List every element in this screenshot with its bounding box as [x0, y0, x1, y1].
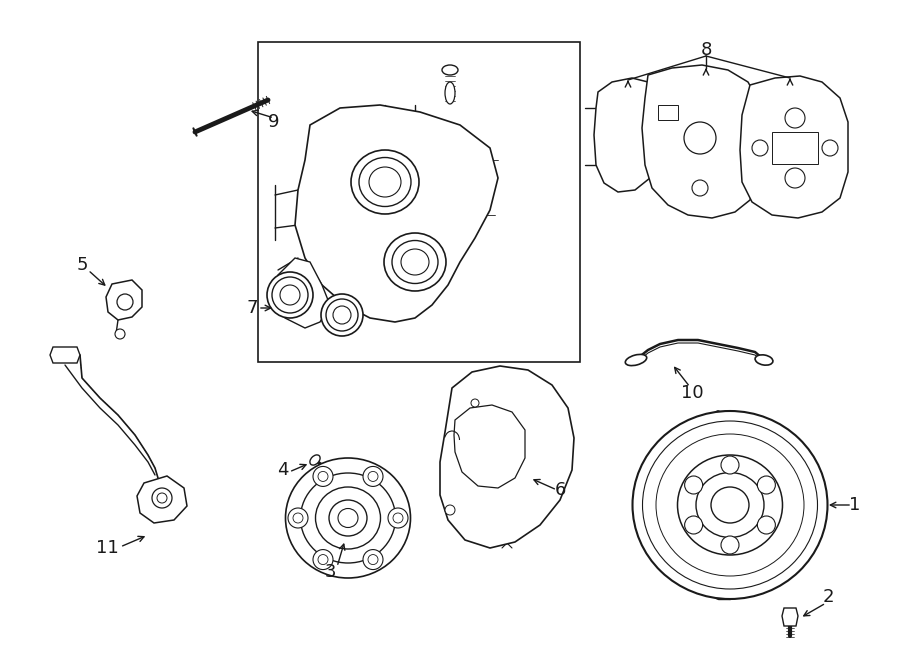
Circle shape [393, 513, 403, 523]
Ellipse shape [696, 473, 764, 537]
Circle shape [445, 505, 455, 515]
Text: 5: 5 [76, 256, 88, 274]
Polygon shape [594, 78, 660, 192]
Ellipse shape [369, 167, 401, 197]
Text: 2: 2 [823, 588, 833, 606]
Polygon shape [137, 476, 187, 523]
Ellipse shape [359, 157, 411, 206]
Circle shape [785, 108, 805, 128]
Ellipse shape [316, 487, 381, 549]
Polygon shape [106, 280, 142, 320]
Circle shape [115, 329, 125, 339]
Circle shape [721, 536, 739, 554]
Ellipse shape [442, 65, 458, 75]
Ellipse shape [272, 277, 308, 313]
Circle shape [313, 467, 333, 486]
Ellipse shape [678, 455, 782, 555]
Circle shape [288, 508, 308, 528]
Circle shape [293, 513, 303, 523]
Text: 6: 6 [554, 481, 566, 499]
Bar [258, 42, 580, 362]
Circle shape [758, 516, 776, 534]
Ellipse shape [267, 272, 313, 318]
Text: 8: 8 [700, 41, 712, 59]
Ellipse shape [326, 299, 358, 331]
Circle shape [363, 549, 383, 570]
Ellipse shape [711, 487, 749, 523]
Bar [658, 105, 678, 120]
Text: 11: 11 [95, 539, 119, 557]
Ellipse shape [392, 241, 438, 284]
Circle shape [157, 493, 167, 503]
Ellipse shape [445, 82, 455, 104]
Circle shape [363, 467, 383, 486]
Ellipse shape [384, 233, 446, 291]
Circle shape [758, 476, 776, 494]
Circle shape [471, 399, 479, 407]
Circle shape [692, 180, 708, 196]
Ellipse shape [310, 455, 320, 465]
Polygon shape [295, 105, 498, 322]
Ellipse shape [333, 306, 351, 324]
Ellipse shape [285, 458, 410, 578]
Ellipse shape [280, 285, 300, 305]
Ellipse shape [401, 249, 429, 275]
Polygon shape [642, 65, 760, 218]
Circle shape [368, 471, 378, 481]
Circle shape [152, 488, 172, 508]
Circle shape [685, 476, 703, 494]
Circle shape [752, 140, 768, 156]
Circle shape [785, 168, 805, 188]
Circle shape [822, 140, 838, 156]
Polygon shape [454, 405, 525, 488]
Ellipse shape [338, 508, 358, 527]
Circle shape [117, 294, 133, 310]
Text: 10: 10 [680, 384, 703, 402]
Circle shape [313, 549, 333, 570]
Circle shape [318, 471, 328, 481]
Polygon shape [782, 608, 798, 626]
Text: 3: 3 [324, 563, 336, 581]
Text: 4: 4 [277, 461, 289, 479]
Ellipse shape [351, 150, 419, 214]
Circle shape [388, 508, 408, 528]
Ellipse shape [643, 421, 817, 589]
Polygon shape [50, 347, 80, 363]
Text: 9: 9 [268, 113, 280, 131]
Ellipse shape [321, 294, 363, 336]
Polygon shape [740, 76, 848, 218]
Circle shape [785, 138, 805, 158]
Text: 1: 1 [850, 496, 860, 514]
Circle shape [684, 122, 716, 154]
Ellipse shape [633, 411, 827, 599]
Ellipse shape [626, 354, 647, 366]
Circle shape [721, 456, 739, 474]
Bar [772, 132, 818, 164]
Text: 7: 7 [247, 299, 257, 317]
Polygon shape [275, 258, 330, 328]
Circle shape [368, 555, 378, 564]
Polygon shape [440, 366, 574, 548]
Ellipse shape [755, 355, 773, 365]
Ellipse shape [301, 473, 395, 563]
Circle shape [685, 516, 703, 534]
Ellipse shape [656, 434, 804, 576]
Ellipse shape [329, 500, 367, 536]
Circle shape [318, 555, 328, 564]
